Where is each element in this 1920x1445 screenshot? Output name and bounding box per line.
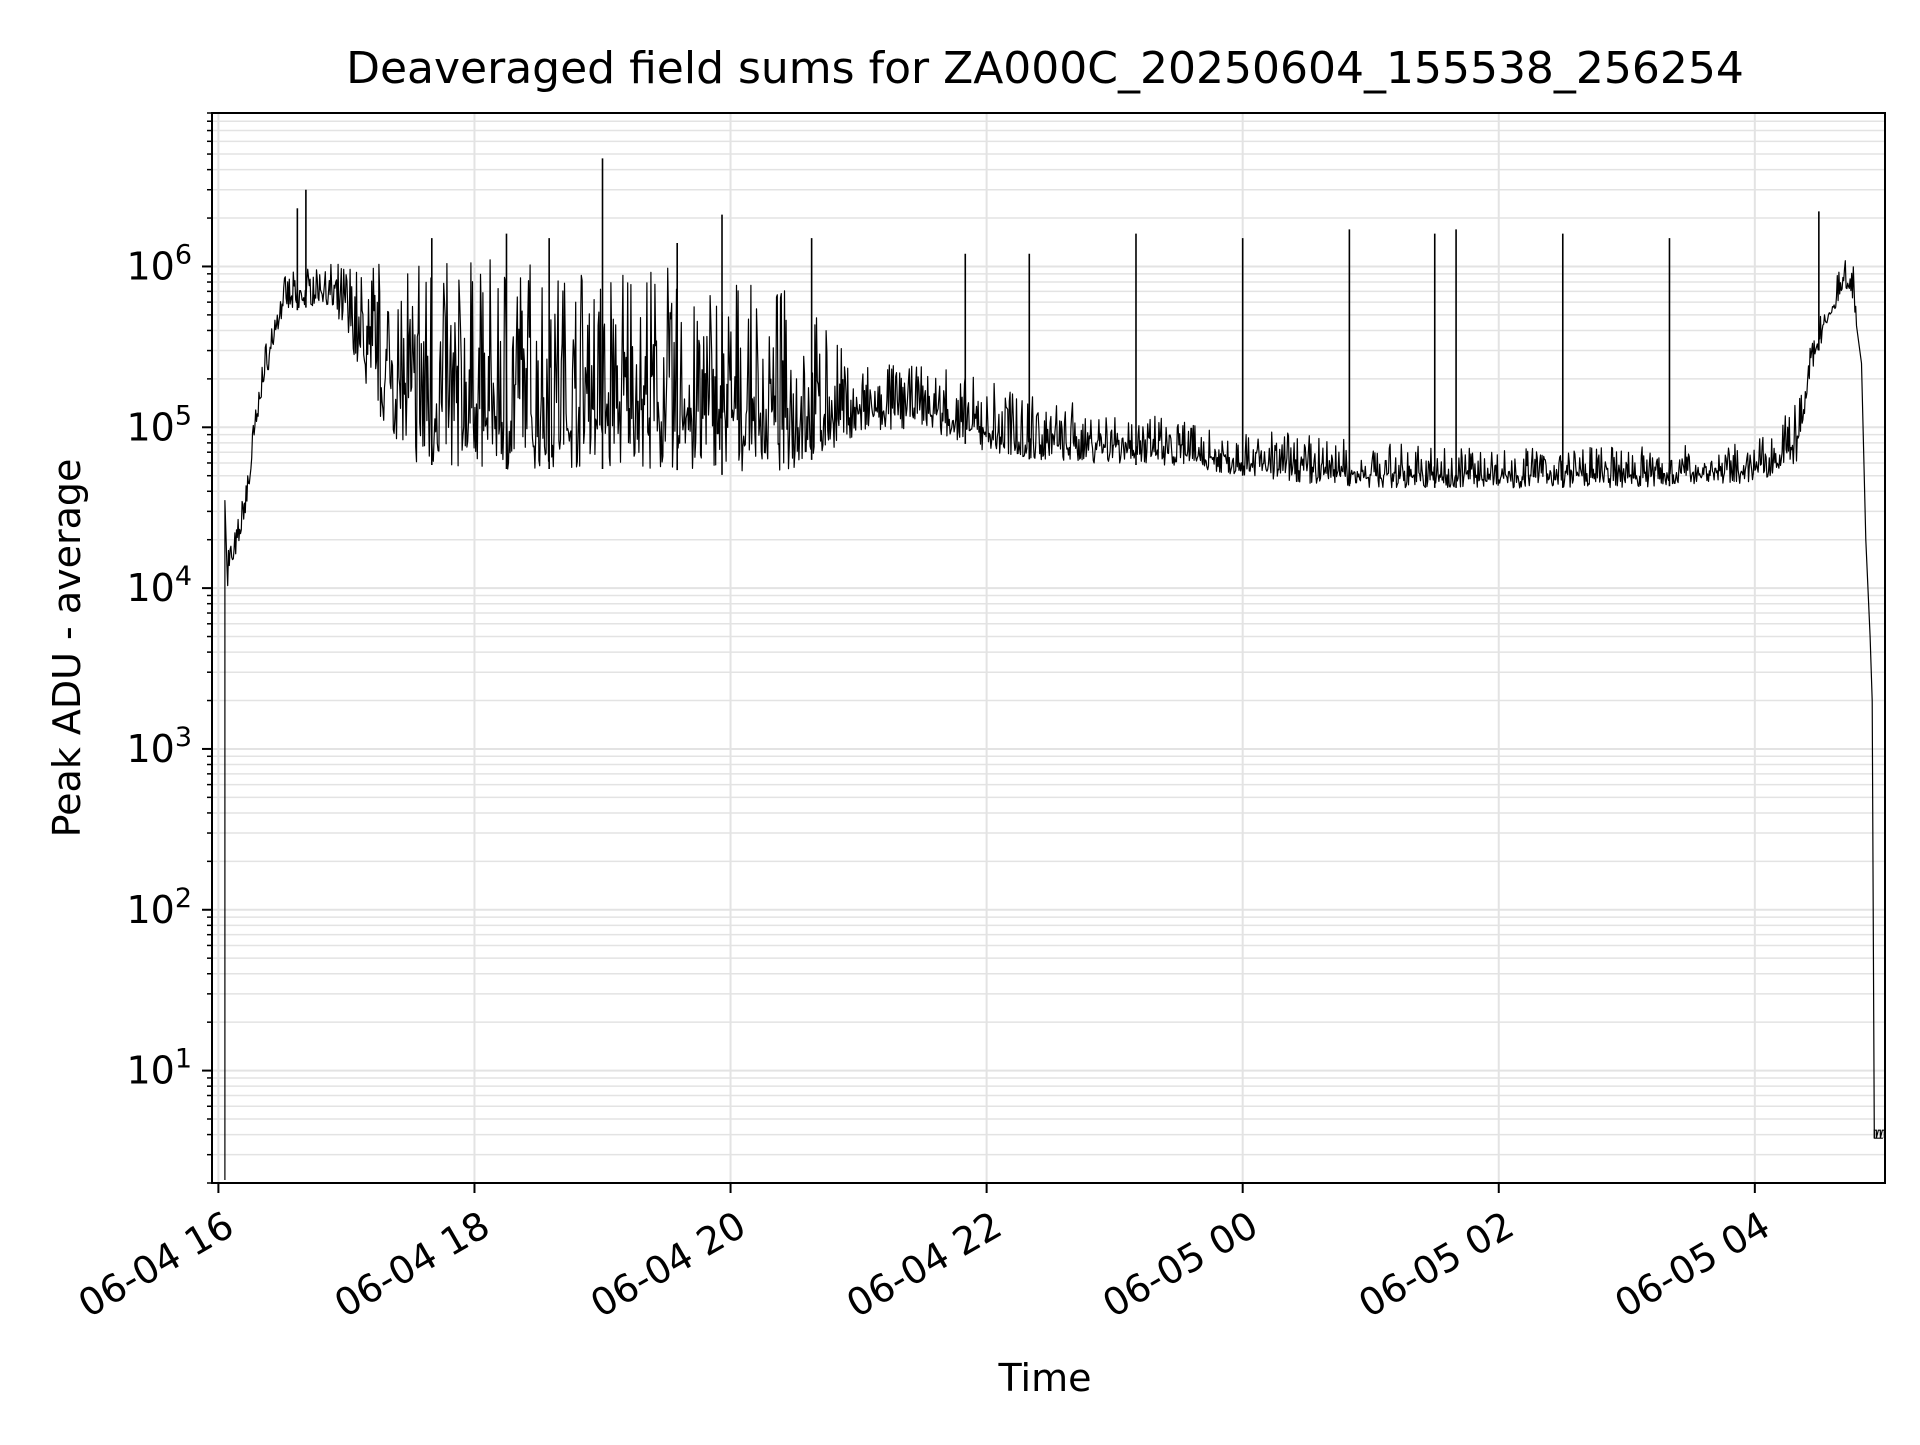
y-tick-label: 105 [126,400,192,449]
y-tick-label: 101 [126,1044,192,1093]
plot-frame [211,112,1886,1184]
series-tail [1873,1129,1885,1139]
x-axis-label: Time [998,1356,1092,1400]
chart-title: Deaveraged field sums for ZA000C_2025060… [346,43,1744,94]
y-tick-label: 102 [126,883,192,932]
series-area [224,158,1885,1180]
grid [212,112,1885,1184]
y-axis-label: Peak ADU - average [45,459,89,838]
series-line [224,259,1883,1180]
y-tick-label: 106 [126,239,192,288]
y-tick-label: 104 [126,561,192,610]
y-tick-label: 103 [126,722,192,771]
